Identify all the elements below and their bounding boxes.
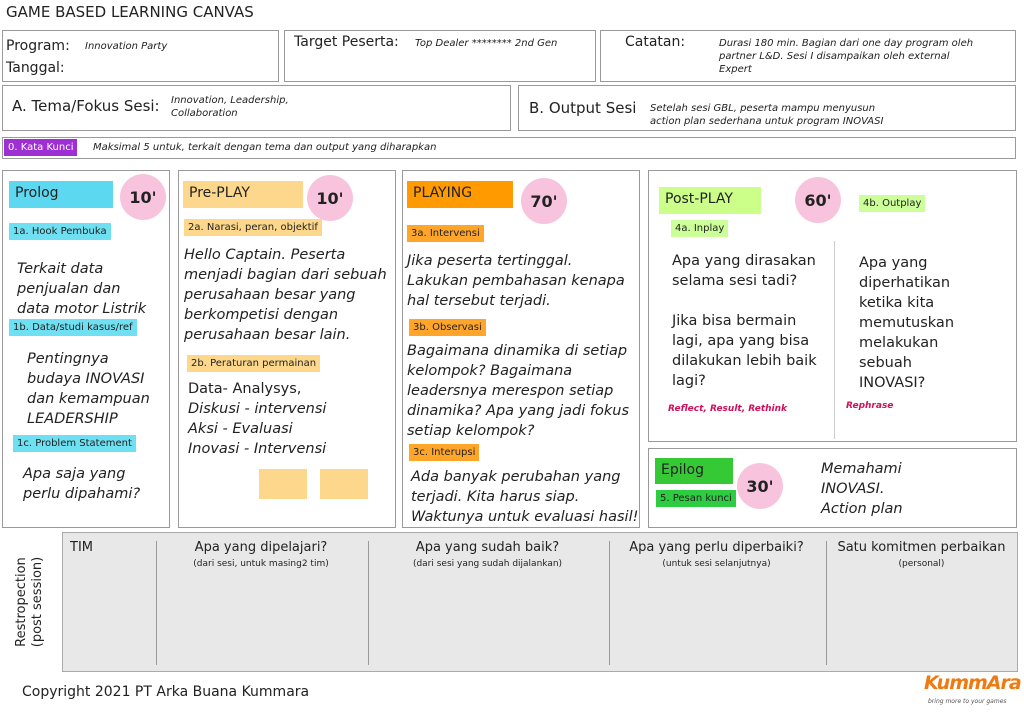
- outplay-note: Rephrase: [846, 401, 894, 411]
- playing-text: Jika peserta tertinggal. Lakukan pembaha…: [407, 253, 625, 309]
- retro-column: Apa yang sudah baik? (dari sesi yang suda…: [367, 540, 608, 569]
- target-label: Target Peserta:: [294, 34, 399, 50]
- column-hint: (personal): [898, 559, 945, 569]
- playing-text: Ada banyak perubahan yang terjadi. Kita …: [411, 469, 639, 525]
- program-box: Program: Innovation Party Tanggal:: [2, 30, 279, 82]
- playing-text: Bagaimana dinamika di setiap kelompok? B…: [407, 343, 630, 439]
- inplay-tag: 4a. Inplay: [671, 220, 729, 237]
- postplay-panel: Post-PLAY 60' 4a. Inplay 4b. Outplay Apa…: [648, 170, 1017, 442]
- title: GAME BASED LEARNING CANVAS: [6, 3, 254, 21]
- logo: KummAra: [924, 672, 1022, 694]
- column-title: TIM: [70, 540, 93, 555]
- keywords-text: Maksimal 5 untuk, terkait dengan tema da…: [93, 142, 437, 153]
- sticky-note: [259, 469, 307, 499]
- column-hint: (untuk sesi selanjutnya): [662, 559, 771, 569]
- prolog-tag: 1b. Data/studi kasus/ref: [9, 319, 137, 336]
- column-title: Satu komitmen perbaikan: [837, 540, 1006, 555]
- retro-column: Satu komitmen perbaikan (personal): [825, 540, 1018, 569]
- theme-value: Innovation, Leadership, Collaboration: [171, 95, 289, 119]
- playing-tag: 3b. Observasi: [409, 319, 486, 336]
- program-value: Innovation Party: [85, 41, 168, 52]
- preplay-time: 10': [307, 175, 353, 221]
- inplay-question: Apa yang dirasakan selama sesi tadi?: [672, 253, 816, 289]
- epilog-tag: 5. Pesan kunci: [656, 490, 736, 507]
- playing-tag: 3a. Intervensi: [407, 225, 484, 242]
- date-label: Tanggal:: [6, 60, 65, 76]
- theme-label: A. Tema/Fokus Sesi:: [12, 97, 160, 115]
- preplay-tag: 2a. Narasi, peran, objektif: [184, 219, 322, 236]
- retro-label: Restropection (post session): [14, 556, 45, 648]
- prolog-text: Pentingnya budaya INOVASI dan kemampuan …: [27, 351, 150, 427]
- output-value: Setelah sesi GBL, peserta mampu menyusun…: [650, 103, 884, 127]
- preplay-title: Pre-PLAY: [183, 181, 303, 208]
- notes-label: Catatan:: [625, 34, 686, 50]
- prolog-panel: Prolog 10' 1a. Hook Pembuka Terkait data…: [2, 170, 170, 528]
- prolog-tag: 1c. Problem Statement: [13, 435, 136, 452]
- playing-title: PLAYING: [407, 181, 513, 208]
- notes-value: Durasi 180 min. Bagian dari one day prog…: [719, 38, 974, 75]
- column-title: Apa yang dipelajari?: [194, 540, 328, 555]
- prolog-tag: 1a. Hook Pembuka: [9, 223, 111, 240]
- output-box: B. Output Sesi Setelah sesi GBL, peserta…: [518, 85, 1016, 131]
- preplay-tag: 2b. Peraturan permainan: [187, 355, 321, 372]
- preplay-panel: Pre-PLAY 10' 2a. Narasi, peran, objektif…: [178, 170, 396, 528]
- epilog-title: Epilog: [655, 458, 733, 484]
- playing-tag: 3c. Interupsi: [409, 444, 480, 461]
- keywords-tag: 0. Kata Kunci: [4, 139, 78, 156]
- rule-line: Inovasi - Intervensi: [188, 441, 327, 457]
- postplay-title: Post-PLAY: [659, 187, 761, 214]
- program-label: Program:: [6, 38, 70, 54]
- rule-line: Aksi - Evaluasi: [188, 421, 293, 437]
- retro-column: Apa yang perlu diperbaiki? (untuk sesi se…: [608, 540, 825, 569]
- divider: [156, 541, 157, 665]
- epilog-panel: Epilog 5. Pesan kunci 30' Memahami INOVA…: [648, 448, 1017, 528]
- column-hint: (dari sesi, untuk masing2 tim): [193, 559, 329, 569]
- keywords-bar: 0. Kata Kunci Maksimal 5 untuk, terkait …: [2, 137, 1016, 159]
- retro-column: TIM: [70, 540, 110, 555]
- prolog-time: 10': [120, 174, 166, 220]
- divider: [826, 541, 827, 665]
- divider: [609, 541, 610, 665]
- playing-panel: PLAYING 70' 3a. Intervensi Jika peserta …: [402, 170, 640, 528]
- rule-line: Diskusi - intervensi: [188, 401, 327, 417]
- outplay-tag: 4b. Outplay: [859, 195, 926, 212]
- copyright: Copyright 2021 PT Arka Buana Kummara: [22, 684, 310, 700]
- inplay-question: Jika bisa bermain lagi, apa yang bisa di…: [672, 313, 817, 389]
- playing-time: 70': [521, 178, 567, 224]
- prolog-text: Terkait data penjualan dan data motor Li…: [17, 261, 147, 317]
- prolog-title: Prolog: [9, 181, 113, 208]
- target-value: Top Dealer ******** 2nd Gen: [415, 38, 558, 49]
- preplay-text: Hello Captain. Peserta menjadi bagian da…: [184, 247, 387, 343]
- postplay-time: 60': [795, 177, 841, 223]
- output-label: B. Output Sesi: [529, 99, 637, 117]
- prolog-text: Apa saja yang perlu dipahami?: [23, 466, 141, 502]
- outplay-text: Apa yang diperhatikan ketika kita memutu…: [859, 255, 955, 391]
- divider: [368, 541, 369, 665]
- sticky-note: [320, 469, 368, 499]
- theme-box: A. Tema/Fokus Sesi: Innovation, Leadersh…: [2, 85, 511, 131]
- column-title: Apa yang sudah baik?: [415, 540, 560, 555]
- column-hint: (dari sesi yang sudah dijalankan): [412, 559, 563, 569]
- epilog-text: Memahami INOVASI. Action plan: [821, 461, 903, 517]
- epilog-time: 30': [737, 463, 783, 509]
- column-title: Apa yang perlu diperbaiki?: [629, 540, 804, 555]
- retro-column: Apa yang dipelajari? (dari sesi, untuk ma…: [155, 540, 367, 569]
- retro-board: [62, 532, 1018, 672]
- divider: [834, 241, 835, 439]
- target-box: Target Peserta: Top Dealer ******** 2nd …: [284, 30, 596, 82]
- inplay-note: Reflect, Result, Rethink: [668, 404, 788, 414]
- notes-box: Catatan: Durasi 180 min. Bagian dari one…: [600, 30, 1016, 82]
- rule-line: Data- Analysys,: [188, 381, 302, 397]
- tagline: bring more to your games: [928, 698, 1007, 705]
